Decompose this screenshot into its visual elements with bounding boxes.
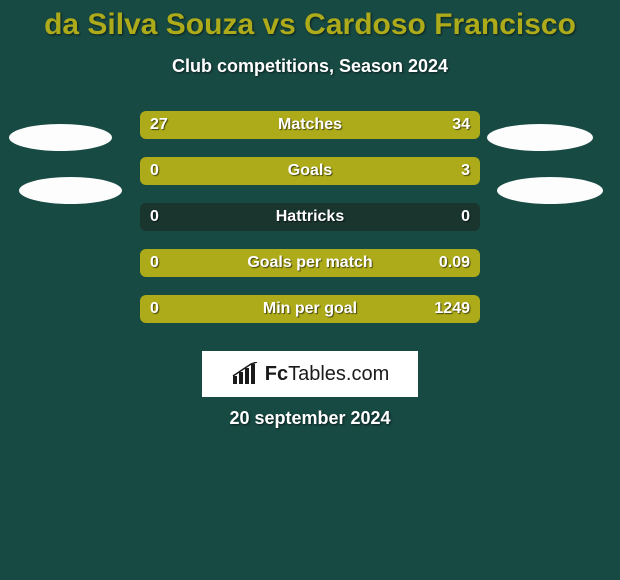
value-right: 0 — [451, 203, 480, 231]
decorative-ellipse — [497, 177, 603, 204]
bar-right-fill — [140, 157, 480, 185]
value-right: 0.09 — [429, 249, 480, 277]
decorative-ellipse — [9, 124, 112, 151]
brand-text: FcTables.com — [265, 363, 390, 386]
stat-row: 01249Min per goal — [0, 295, 620, 323]
bar-chart-icon — [231, 362, 259, 386]
value-left: 0 — [140, 203, 169, 231]
value-left: 27 — [140, 111, 178, 139]
bar-track — [140, 203, 480, 231]
bar-track — [140, 157, 480, 185]
decorative-ellipse — [19, 177, 122, 204]
value-left: 0 — [140, 249, 169, 277]
date-text: 20 september 2024 — [0, 408, 620, 429]
value-right: 34 — [442, 111, 480, 139]
bar-track — [140, 111, 480, 139]
comparison-infographic: da Silva Souza vs Cardoso Francisco Club… — [0, 0, 620, 580]
value-left: 0 — [140, 157, 169, 185]
page-title: da Silva Souza vs Cardoso Francisco — [0, 0, 620, 42]
value-left: 0 — [140, 295, 169, 323]
brand-box: FcTables.com — [202, 351, 418, 397]
subtitle: Club competitions, Season 2024 — [0, 56, 620, 77]
brand-dotcom: .com — [346, 363, 389, 385]
decorative-ellipse — [487, 124, 593, 151]
stat-row: 00Hattricks — [0, 203, 620, 231]
value-right: 3 — [451, 157, 480, 185]
stat-row: 00.09Goals per match — [0, 249, 620, 277]
brand-tables: Tables — [288, 363, 346, 385]
value-right: 1249 — [424, 295, 480, 323]
brand-fc: Fc — [265, 363, 288, 385]
